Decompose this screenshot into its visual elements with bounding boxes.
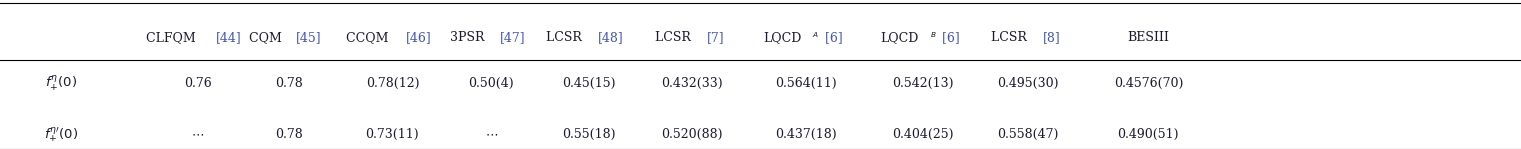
Text: [48]: [48]	[598, 31, 624, 44]
Text: LCSR: LCSR	[546, 31, 586, 44]
Text: 3PSR: 3PSR	[450, 31, 488, 44]
Text: 0.45(15): 0.45(15)	[561, 77, 616, 90]
Text: 0.558(47): 0.558(47)	[998, 128, 1059, 141]
Text: 0.495(30): 0.495(30)	[998, 77, 1059, 90]
Text: $f^{\eta\prime}_{+}(0)$: $f^{\eta\prime}_{+}(0)$	[44, 125, 78, 144]
Text: [46]: [46]	[406, 31, 432, 44]
Text: $f^{\eta}_{+}(0)$: $f^{\eta}_{+}(0)$	[44, 74, 78, 93]
Text: 0.404(25): 0.404(25)	[893, 128, 954, 141]
Text: [44]: [44]	[216, 31, 242, 44]
Text: $\cdots$: $\cdots$	[485, 128, 497, 141]
Text: 0.564(11): 0.564(11)	[776, 77, 837, 90]
Text: [7]: [7]	[706, 31, 724, 44]
Text: [6]: [6]	[821, 31, 843, 44]
Text: CQM: CQM	[248, 31, 286, 44]
Text: 0.490(51): 0.490(51)	[1118, 128, 1179, 141]
Text: 0.4576(70): 0.4576(70)	[1113, 77, 1183, 90]
Text: [47]: [47]	[499, 31, 525, 44]
Text: 0.78: 0.78	[275, 77, 303, 90]
Text: CCQM: CCQM	[345, 31, 392, 44]
Text: [8]: [8]	[1042, 31, 1060, 44]
Text: 0.73(11): 0.73(11)	[365, 128, 420, 141]
Text: $^{A}$: $^{A}$	[812, 32, 820, 42]
Text: 0.432(33): 0.432(33)	[662, 77, 722, 90]
Text: 0.437(18): 0.437(18)	[776, 128, 837, 141]
Text: 0.520(88): 0.520(88)	[662, 128, 722, 141]
Text: [45]: [45]	[297, 31, 322, 44]
Text: LQCD: LQCD	[764, 31, 802, 44]
Text: 0.50(4): 0.50(4)	[468, 77, 514, 90]
Text: 0.542(13): 0.542(13)	[893, 77, 954, 90]
Text: [6]: [6]	[938, 31, 960, 44]
Text: 0.55(18): 0.55(18)	[561, 128, 616, 141]
Text: $\cdots$: $\cdots$	[192, 128, 204, 141]
Text: $^{B}$: $^{B}$	[929, 32, 937, 42]
Text: 0.78(12): 0.78(12)	[365, 77, 420, 90]
Text: BESIII: BESIII	[1127, 31, 1170, 44]
Text: CLFQM: CLFQM	[146, 31, 201, 44]
Text: LQCD: LQCD	[881, 31, 919, 44]
Text: 0.76: 0.76	[184, 77, 211, 90]
Text: 0.78: 0.78	[275, 128, 303, 141]
Text: LCSR: LCSR	[656, 31, 695, 44]
Text: LCSR: LCSR	[992, 31, 1031, 44]
